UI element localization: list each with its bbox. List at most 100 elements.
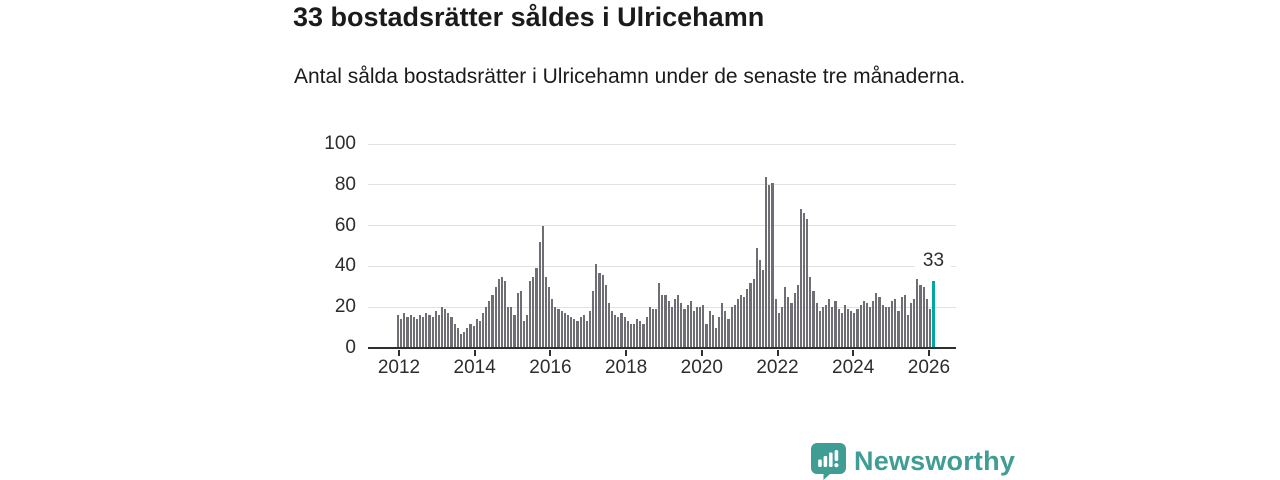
bar bbox=[837, 309, 840, 347]
bar bbox=[897, 311, 900, 347]
bar bbox=[727, 319, 730, 347]
bar bbox=[412, 317, 415, 347]
bar bbox=[519, 290, 522, 347]
bar bbox=[746, 288, 749, 347]
bar bbox=[730, 307, 733, 347]
bar bbox=[447, 313, 450, 347]
x-tick bbox=[700, 350, 703, 356]
bar bbox=[771, 182, 774, 347]
bar bbox=[409, 315, 412, 347]
x-tick-label: 2014 bbox=[453, 357, 496, 378]
bar bbox=[614, 315, 617, 347]
bar bbox=[604, 284, 607, 347]
bar bbox=[799, 209, 802, 347]
y-tick-label: 80 bbox=[334, 173, 356, 195]
bar bbox=[633, 323, 636, 347]
bar bbox=[437, 315, 441, 347]
bar bbox=[909, 303, 913, 347]
bar bbox=[551, 299, 554, 347]
newsworthy-logo: Newsworthy bbox=[810, 442, 1015, 480]
bar bbox=[708, 311, 711, 347]
x-tick bbox=[776, 350, 779, 356]
bar bbox=[541, 225, 544, 347]
bar bbox=[922, 286, 925, 347]
bar bbox=[529, 280, 532, 347]
bar bbox=[692, 311, 695, 347]
bar bbox=[689, 301, 692, 347]
bar bbox=[478, 321, 481, 347]
bar bbox=[928, 309, 931, 347]
bar bbox=[560, 311, 563, 347]
bar bbox=[516, 292, 519, 347]
x-tick-label: 2022 bbox=[756, 357, 799, 378]
bar bbox=[903, 294, 906, 347]
newsworthy-icon bbox=[810, 442, 847, 480]
bar bbox=[475, 319, 478, 347]
bar bbox=[620, 313, 623, 347]
bar bbox=[740, 294, 743, 347]
highlight-bar bbox=[931, 280, 935, 347]
bar bbox=[872, 301, 875, 347]
bar bbox=[406, 317, 409, 347]
bar bbox=[548, 286, 551, 347]
bar bbox=[721, 303, 724, 347]
bar bbox=[884, 307, 887, 347]
x-tick bbox=[549, 350, 552, 356]
gridline-40 bbox=[368, 265, 956, 267]
bar bbox=[843, 305, 846, 347]
bar bbox=[828, 299, 831, 347]
bar bbox=[617, 317, 620, 347]
bar bbox=[900, 297, 903, 347]
bar bbox=[456, 327, 459, 347]
bar bbox=[812, 290, 815, 347]
bar bbox=[428, 315, 431, 347]
bar bbox=[834, 301, 837, 347]
bar bbox=[856, 309, 859, 347]
x-tick-label: 2016 bbox=[529, 357, 572, 378]
bar bbox=[755, 248, 758, 347]
bar bbox=[585, 321, 588, 347]
bar bbox=[598, 272, 601, 347]
bar bbox=[623, 317, 626, 347]
last-value-label: 33 bbox=[915, 249, 952, 272]
bar bbox=[887, 307, 891, 347]
bar bbox=[686, 305, 689, 347]
bar bbox=[397, 315, 400, 347]
x-tick-label: 2012 bbox=[377, 357, 421, 378]
bar bbox=[847, 309, 850, 347]
bar bbox=[510, 307, 513, 347]
bar bbox=[557, 309, 560, 347]
bar bbox=[821, 307, 824, 347]
bar bbox=[683, 309, 686, 347]
bar bbox=[579, 317, 582, 347]
bar bbox=[601, 274, 604, 347]
bar bbox=[535, 268, 538, 347]
bar bbox=[472, 325, 475, 347]
bar bbox=[758, 260, 762, 347]
x-tick-label: 2026 bbox=[907, 357, 951, 378]
bar bbox=[566, 315, 570, 347]
bar bbox=[497, 278, 500, 347]
bar bbox=[658, 282, 661, 347]
bar bbox=[667, 301, 670, 347]
bar bbox=[793, 292, 796, 347]
gridline-60 bbox=[368, 225, 956, 227]
bar bbox=[513, 315, 516, 347]
bar bbox=[431, 317, 434, 347]
y-axis-labels: 0 20 40 60 80 100 bbox=[0, 133, 356, 358]
bar bbox=[714, 327, 717, 347]
bar bbox=[906, 315, 909, 347]
bar bbox=[711, 315, 714, 347]
bar bbox=[415, 319, 419, 347]
bar bbox=[636, 319, 639, 347]
bar bbox=[774, 299, 777, 347]
bar bbox=[840, 313, 843, 347]
bar bbox=[607, 303, 610, 347]
bar-chart-plot: 33 2012 2014 2016 2018 2020 2022 2024 2026 bbox=[368, 143, 956, 378]
bar bbox=[469, 323, 472, 347]
bar bbox=[768, 184, 771, 347]
y-tick-label: 40 bbox=[334, 255, 356, 277]
x-tick bbox=[927, 350, 930, 356]
bar bbox=[648, 307, 651, 347]
